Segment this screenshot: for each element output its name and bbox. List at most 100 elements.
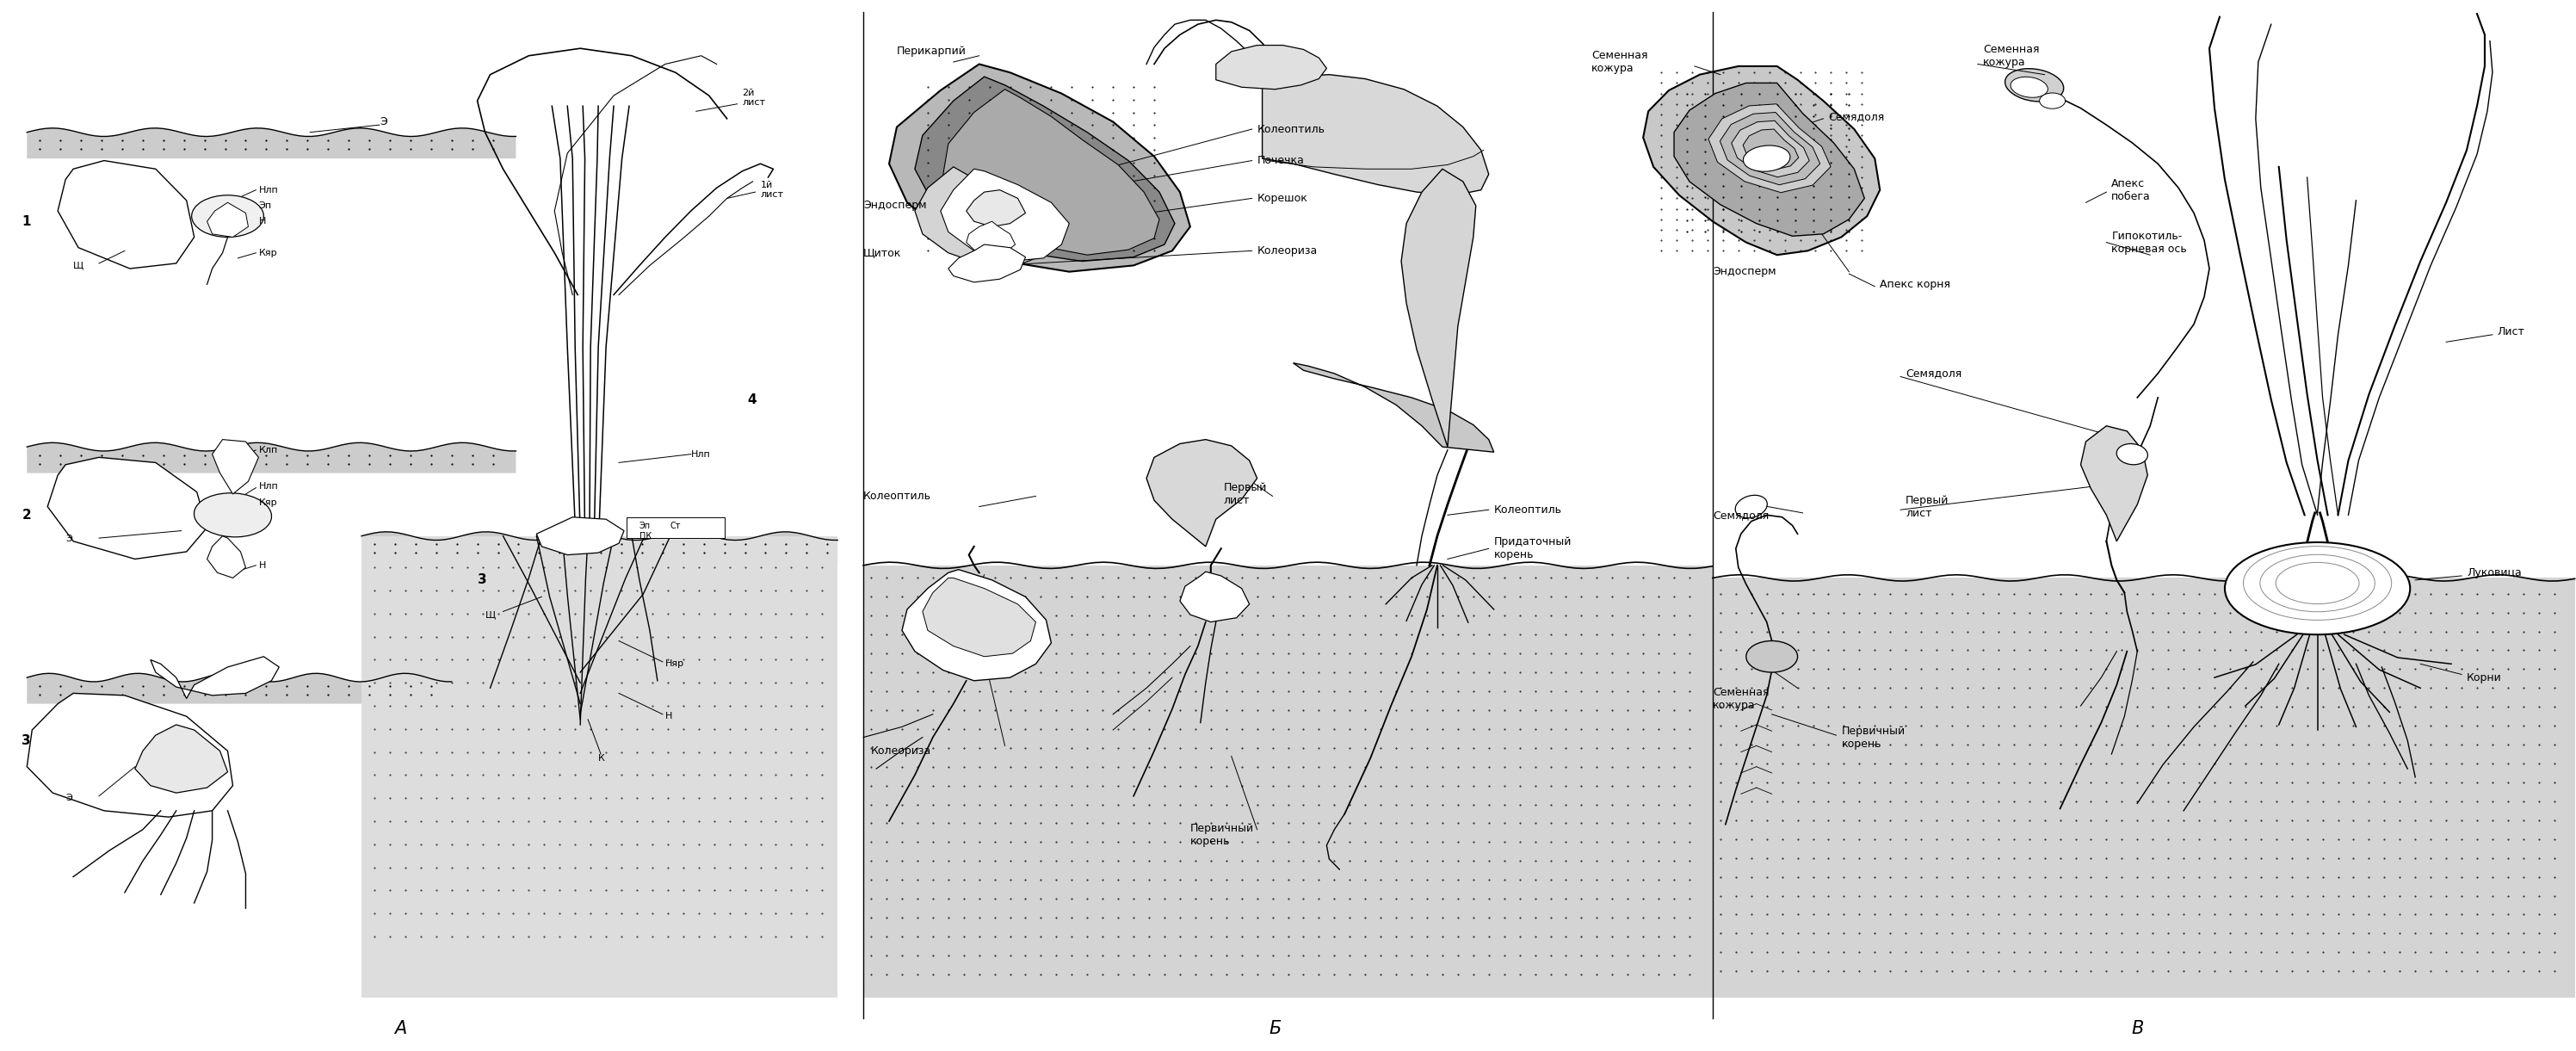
Text: Колеоптиль: Колеоптиль bbox=[863, 491, 933, 501]
Text: 3: 3 bbox=[477, 574, 487, 586]
Polygon shape bbox=[1731, 121, 1808, 178]
Polygon shape bbox=[26, 442, 515, 473]
Text: Эп: Эп bbox=[258, 202, 270, 210]
Text: 1й
лист: 1й лист bbox=[760, 181, 783, 200]
Polygon shape bbox=[943, 89, 1159, 255]
Text: Эндосперм: Эндосперм bbox=[863, 200, 927, 211]
Polygon shape bbox=[1293, 363, 1494, 452]
Polygon shape bbox=[889, 64, 1190, 272]
Text: Колеоптиль: Колеоптиль bbox=[1257, 124, 1324, 135]
Bar bbox=[626, 517, 724, 538]
Text: Э: Э bbox=[64, 794, 72, 803]
Text: Корни: Корни bbox=[2468, 672, 2501, 683]
Polygon shape bbox=[1643, 66, 1880, 255]
Text: Первый
лист: Первый лист bbox=[1224, 482, 1267, 507]
Polygon shape bbox=[134, 725, 227, 792]
Text: Корешок: Корешок bbox=[1257, 192, 1309, 204]
Text: Клп: Клп bbox=[258, 446, 278, 454]
Text: Семенная
кожура: Семенная кожура bbox=[1713, 686, 1770, 710]
Polygon shape bbox=[1180, 572, 1249, 622]
Text: 2: 2 bbox=[21, 509, 31, 521]
Ellipse shape bbox=[1736, 495, 1767, 518]
Text: В: В bbox=[2130, 1021, 2143, 1037]
Polygon shape bbox=[1401, 169, 1476, 447]
Text: Колеориза: Колеориза bbox=[871, 745, 933, 757]
Ellipse shape bbox=[191, 195, 263, 238]
Text: Кяр: Кяр bbox=[258, 498, 278, 507]
Text: Кяр: Кяр bbox=[258, 248, 278, 257]
Polygon shape bbox=[1262, 75, 1489, 195]
Polygon shape bbox=[940, 169, 1069, 262]
Polygon shape bbox=[1674, 83, 1865, 236]
Text: Апекс
побега: Апекс побега bbox=[2112, 178, 2151, 202]
Polygon shape bbox=[863, 565, 1713, 997]
Text: Щ: Щ bbox=[72, 261, 85, 270]
Ellipse shape bbox=[2117, 444, 2148, 465]
Text: Первый
лист: Первый лист bbox=[1906, 495, 1950, 519]
Text: Первичный
корень: Первичный корень bbox=[1842, 725, 1906, 749]
Text: Колеориза: Колеориза bbox=[1257, 245, 1316, 256]
Polygon shape bbox=[206, 203, 247, 238]
Text: Эндосперм: Эндосперм bbox=[1713, 266, 1775, 277]
Polygon shape bbox=[922, 578, 1036, 657]
Text: Б: Б bbox=[1270, 1021, 1280, 1037]
Text: Семядоля: Семядоля bbox=[1829, 111, 1886, 122]
Text: ПК: ПК bbox=[639, 532, 652, 540]
Text: Семенная
кожура: Семенная кожура bbox=[1984, 44, 2040, 67]
Text: 1: 1 bbox=[21, 215, 31, 228]
Text: Лист: Лист bbox=[2499, 326, 2524, 337]
Text: Семенная
кожура: Семенная кожура bbox=[1592, 50, 1649, 74]
Polygon shape bbox=[26, 128, 515, 159]
Text: Придаточный
корень: Придаточный корень bbox=[1494, 536, 1571, 560]
Text: А: А bbox=[394, 1021, 407, 1037]
Ellipse shape bbox=[2040, 92, 2066, 108]
Text: Э: Э bbox=[64, 535, 72, 543]
Polygon shape bbox=[26, 694, 232, 817]
Text: Гипокотиль-
корневая ось: Гипокотиль- корневая ось bbox=[2112, 230, 2187, 254]
Text: Э: Э bbox=[379, 117, 386, 127]
Polygon shape bbox=[1708, 104, 1832, 192]
Ellipse shape bbox=[1747, 641, 1798, 673]
Text: 3: 3 bbox=[21, 734, 31, 747]
Polygon shape bbox=[536, 517, 623, 555]
Polygon shape bbox=[361, 536, 837, 997]
Polygon shape bbox=[211, 439, 258, 494]
Polygon shape bbox=[206, 536, 245, 578]
Text: Перикарпий: Перикарпий bbox=[896, 46, 966, 57]
Ellipse shape bbox=[1744, 145, 1790, 171]
Text: Колеоптиль: Колеоптиль bbox=[1494, 504, 1561, 515]
Text: Щ: Щ bbox=[484, 611, 495, 619]
Text: 2й
лист: 2й лист bbox=[742, 88, 765, 107]
Polygon shape bbox=[46, 457, 206, 559]
Text: Няр: Няр bbox=[665, 660, 685, 668]
Polygon shape bbox=[57, 161, 193, 269]
Text: Ст: Ст bbox=[670, 521, 680, 530]
Polygon shape bbox=[966, 222, 1015, 255]
Ellipse shape bbox=[2226, 542, 2411, 635]
Polygon shape bbox=[1744, 129, 1798, 169]
Polygon shape bbox=[914, 77, 1175, 262]
Text: Луковица: Луковица bbox=[2468, 568, 2522, 578]
Text: Н: Н bbox=[258, 218, 265, 226]
Text: Нлп: Нлп bbox=[690, 450, 711, 458]
Ellipse shape bbox=[193, 493, 270, 537]
Polygon shape bbox=[149, 657, 278, 699]
Polygon shape bbox=[361, 532, 837, 562]
Text: Эп: Эп bbox=[639, 521, 652, 530]
Polygon shape bbox=[902, 570, 1051, 681]
Text: Апекс корня: Апекс корня bbox=[1880, 279, 1950, 290]
Polygon shape bbox=[2081, 426, 2148, 541]
Polygon shape bbox=[914, 167, 1051, 266]
Text: Семядоля: Семядоля bbox=[1906, 368, 1963, 379]
Polygon shape bbox=[948, 245, 1025, 283]
Polygon shape bbox=[966, 190, 1025, 227]
Polygon shape bbox=[26, 674, 451, 704]
Text: Нлп: Нлп bbox=[258, 482, 278, 491]
Text: Н: Н bbox=[258, 561, 265, 570]
Polygon shape bbox=[1713, 578, 2576, 997]
Ellipse shape bbox=[2009, 77, 2048, 98]
Polygon shape bbox=[1146, 439, 1257, 547]
Polygon shape bbox=[1721, 112, 1821, 185]
Ellipse shape bbox=[2004, 68, 2063, 102]
Text: К: К bbox=[598, 754, 605, 763]
